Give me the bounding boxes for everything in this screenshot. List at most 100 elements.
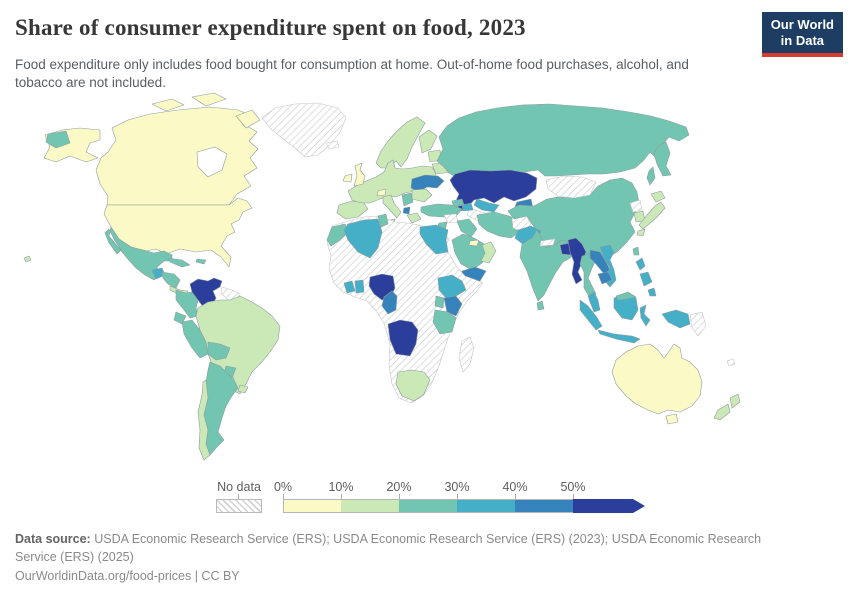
datasource-text: USDA Economic Research Service (ERS); US… (15, 532, 762, 564)
no-data-tick (238, 494, 239, 499)
region-nepal[interactable] (539, 238, 556, 247)
region-borneo-malaysia[interactable] (615, 291, 637, 301)
region-morocco[interactable] (326, 223, 349, 247)
region-ireland[interactable] (342, 173, 353, 183)
owid-logo-line2: in Data (780, 33, 825, 48)
region-madagascar[interactable] (458, 336, 475, 373)
region-taiwan[interactable] (632, 246, 640, 256)
region-uganda[interactable] (434, 295, 445, 309)
region-saudi-arabia[interactable] (451, 233, 490, 271)
legend-color-bar (283, 499, 645, 513)
legend-bin-10-20%[interactable] (341, 499, 399, 513)
region-tanzania[interactable] (432, 309, 457, 335)
region-venezuela[interactable] (189, 277, 223, 309)
region-united-kingdom[interactable] (353, 162, 366, 187)
legend-tick-label: 30% (444, 480, 470, 494)
no-data-label: No data (217, 480, 261, 494)
region-mexico[interactable] (104, 226, 173, 281)
license-link[interactable]: OurWorldinData.org/food-prices | CC BY (15, 569, 240, 583)
no-data-swatch[interactable] (216, 499, 262, 513)
legend-bin-40-50%[interactable] (515, 499, 573, 513)
region-kenya[interactable] (443, 295, 463, 317)
region-chile[interactable] (197, 379, 211, 461)
region-japan[interactable] (636, 190, 666, 237)
region-papua-new-guinea[interactable] (689, 311, 707, 337)
legend-tick-label: 50% (560, 480, 586, 494)
datasource-label: Data source: (15, 532, 91, 546)
legend-bin-0-10%[interactable] (283, 499, 341, 513)
legend-tick-mark (573, 494, 574, 499)
region-switzerland[interactable] (376, 188, 387, 197)
region-cambodia[interactable] (597, 271, 613, 285)
region-ukraine[interactable] (410, 174, 445, 193)
region-sulawesi[interactable] (639, 304, 651, 327)
region-tasmania[interactable] (665, 413, 679, 425)
region-iraq[interactable] (456, 218, 478, 238)
region-philippines[interactable] (635, 257, 657, 297)
region-cuba[interactable] (167, 257, 191, 268)
region-australia[interactable] (611, 343, 703, 415)
region-egypt[interactable] (419, 224, 449, 255)
region-turkey[interactable] (420, 203, 463, 218)
region-myanmar[interactable] (567, 237, 587, 285)
region-sakhalin[interactable] (646, 166, 656, 186)
region-oman[interactable] (480, 241, 497, 264)
region-west-papua[interactable] (661, 309, 691, 329)
legend-bin-20-30%[interactable] (399, 499, 457, 513)
region-iran[interactable] (476, 211, 522, 239)
region-north-korea[interactable] (629, 199, 643, 213)
region-ethiopia[interactable] (437, 274, 467, 299)
region-south-africa[interactable] (395, 369, 431, 402)
region-angola[interactable] (387, 319, 419, 357)
region-mongolia[interactable] (545, 175, 597, 199)
region-hispaniola[interactable] (195, 258, 207, 265)
region-uruguay[interactable] (237, 384, 249, 394)
region-algeria[interactable] (343, 218, 383, 259)
datasource-note: Data source: USDA Economic Research Serv… (15, 530, 767, 566)
region-cote-divoire[interactable] (343, 280, 356, 294)
legend-tick-label: 0% (273, 480, 293, 494)
region-new-zealand[interactable] (713, 393, 741, 421)
region-tunisia[interactable] (377, 213, 389, 228)
region-kazakhstan[interactable] (449, 169, 538, 212)
region-cameroon[interactable] (381, 290, 398, 315)
region-albania[interactable] (402, 206, 411, 215)
region-serbia-balkans[interactable] (401, 192, 414, 207)
owid-logo[interactable]: Our World in Data (761, 12, 843, 57)
region-greece[interactable] (406, 212, 422, 224)
region-sumatra[interactable] (579, 299, 603, 331)
owid-logo-line1: Our World (770, 17, 834, 32)
region-finland[interactable] (418, 129, 438, 154)
legend-tick-label: 40% (502, 480, 528, 494)
region-iceland[interactable] (325, 140, 340, 150)
legend-tick-mark (283, 494, 284, 499)
map-legend: No data 0% 10% 20% 30% 40% 50% (215, 480, 660, 516)
legend-bin-30-40%[interactable] (457, 499, 515, 513)
region-kamchatka[interactable] (653, 141, 672, 177)
region-java[interactable] (597, 329, 641, 344)
region-syria[interactable] (443, 213, 459, 224)
chart-subtitle: Food expenditure only includes food boug… (15, 57, 689, 90)
region-bolivia[interactable] (207, 341, 231, 361)
region-iberia[interactable] (336, 200, 369, 220)
region-new-caledonia[interactable] (726, 358, 736, 367)
legend-tick-mark (515, 494, 516, 499)
region-ghana[interactable] (354, 279, 365, 294)
region-canada-arctic[interactable] (151, 92, 261, 129)
region-hawaii[interactable] (23, 255, 32, 263)
legend-bin-50%+[interactable] (573, 499, 645, 513)
region-azerbaijan[interactable] (461, 202, 474, 212)
region-canada[interactable] (95, 106, 259, 206)
region-romania-bulgaria[interactable] (411, 188, 433, 203)
region-greenland[interactable] (261, 102, 347, 158)
region-ecuador[interactable] (173, 311, 187, 325)
region-malay-peninsula[interactable] (587, 291, 601, 313)
region-sri-lanka[interactable] (536, 300, 545, 311)
region-chukotka[interactable] (45, 130, 71, 149)
region-honduras-nicaragua[interactable] (161, 271, 181, 289)
region-scandinavia[interactable] (375, 116, 426, 169)
region-uae[interactable] (468, 239, 480, 247)
legend-tick-mark (341, 494, 342, 499)
region-vietnam[interactable] (599, 244, 617, 288)
